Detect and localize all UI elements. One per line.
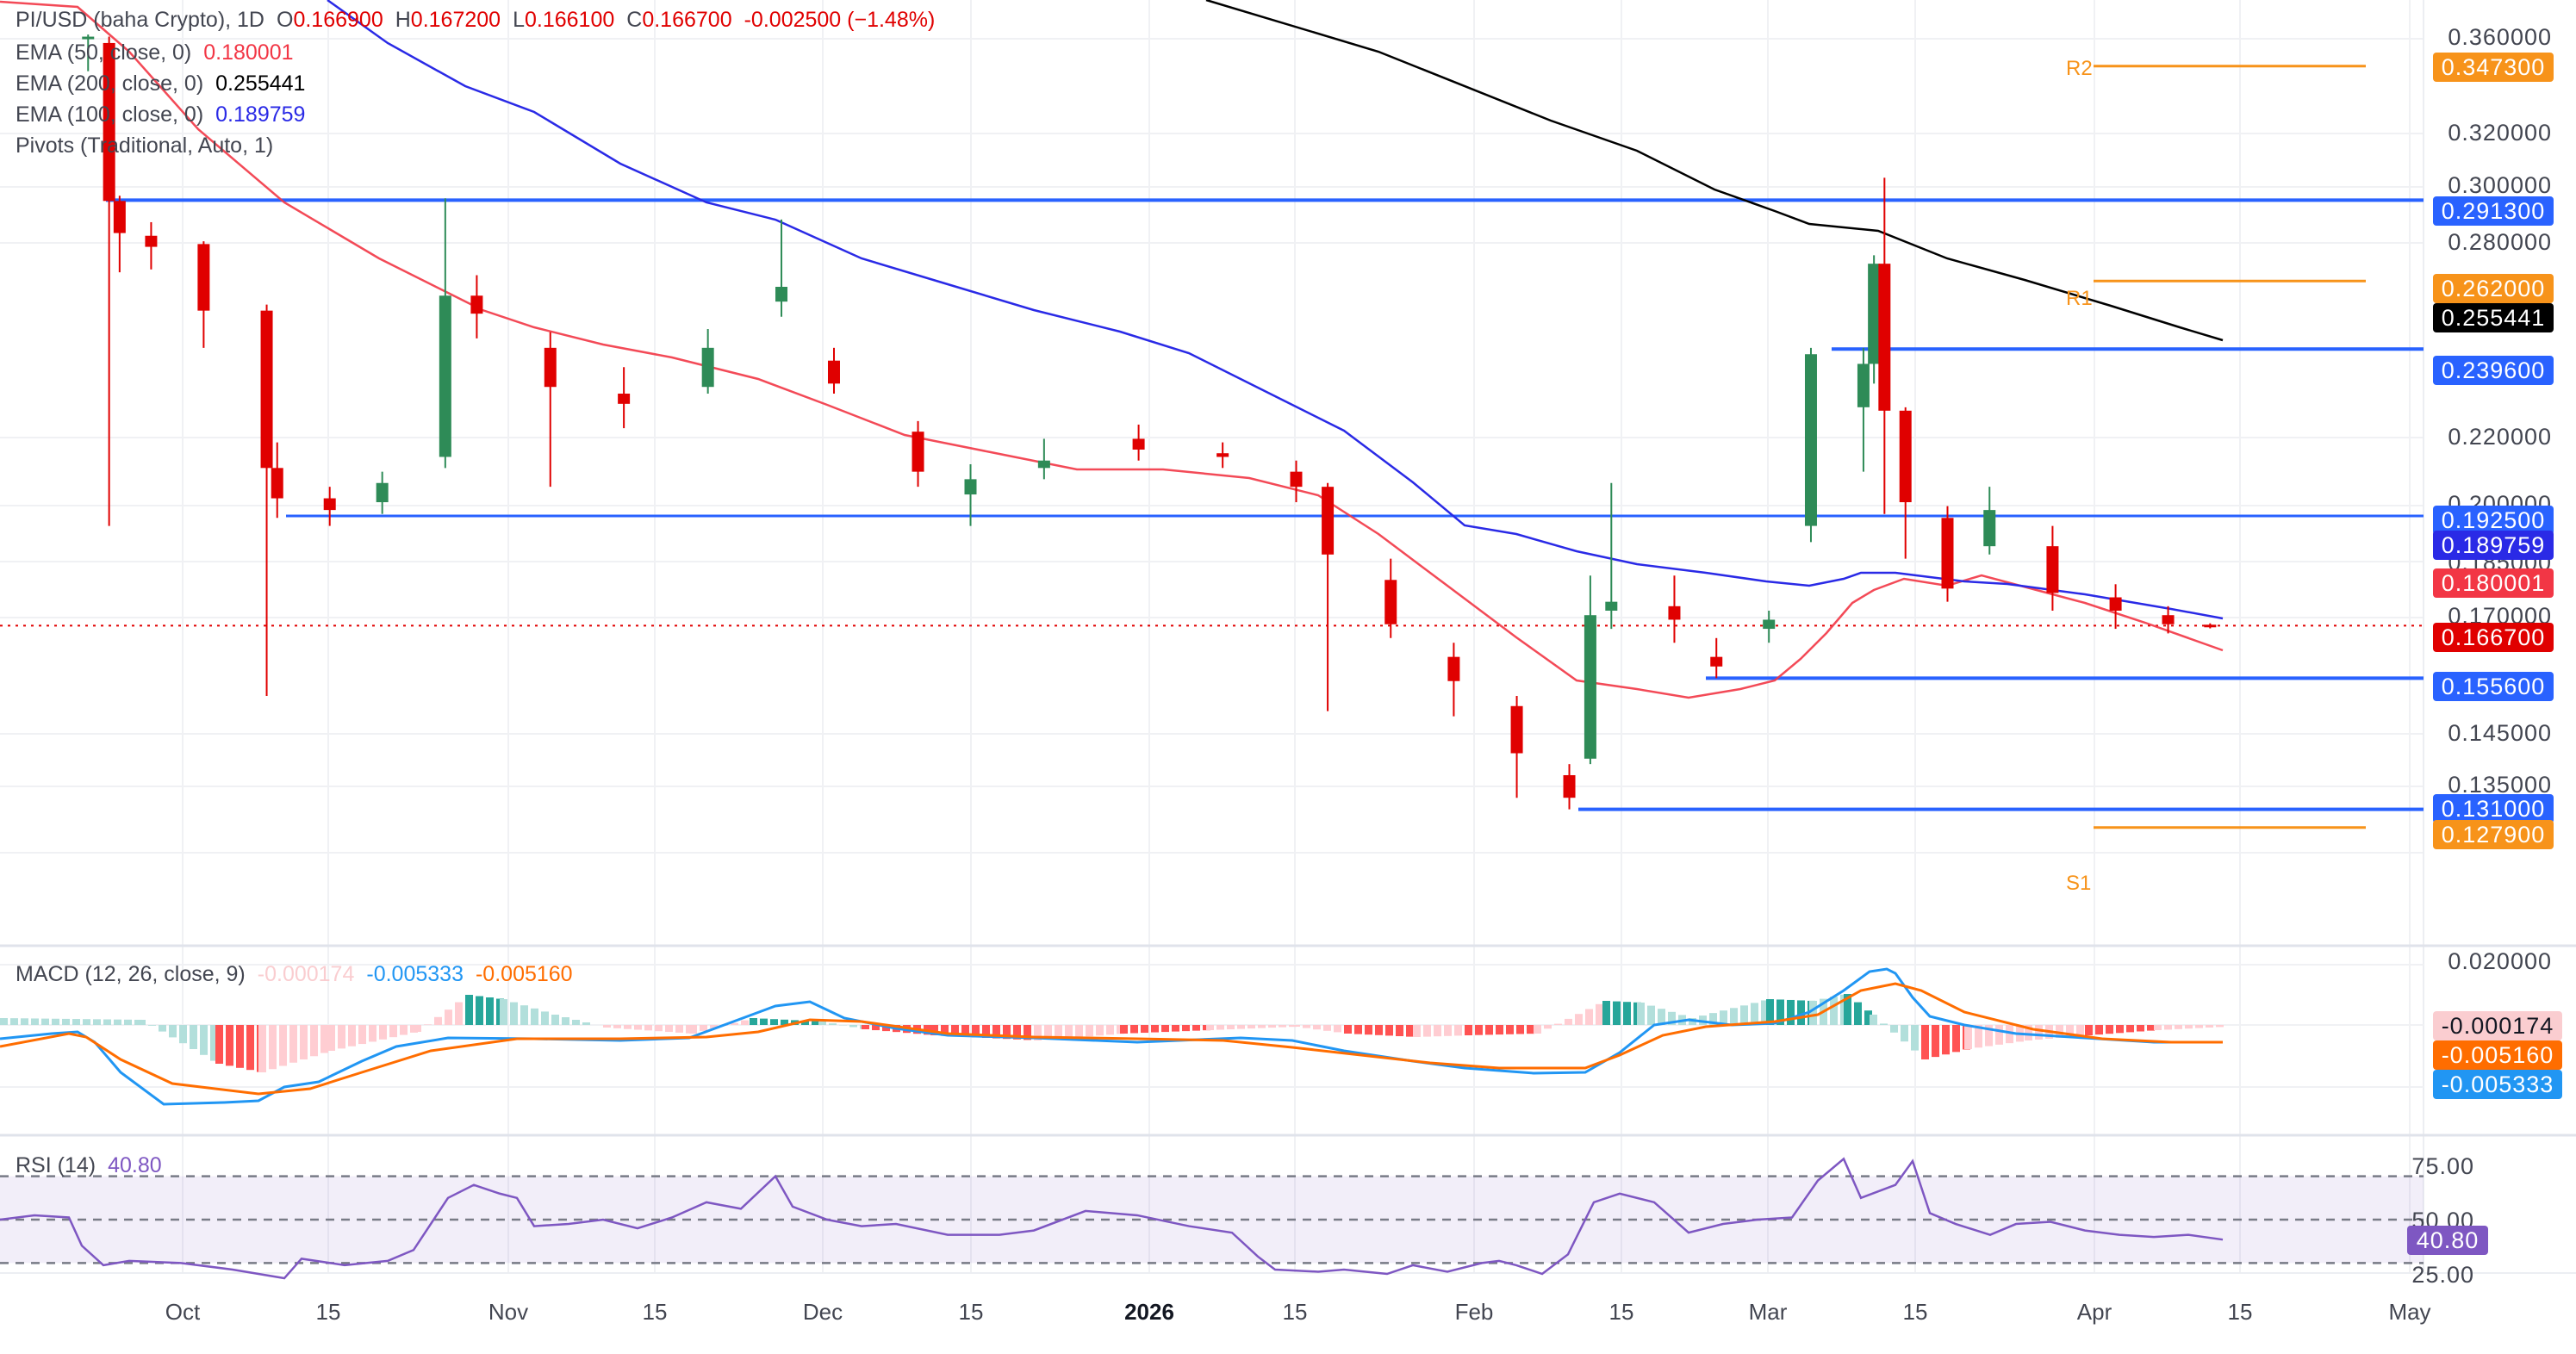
r2-price-tag: 0.347300 <box>2433 53 2554 82</box>
ema50-legend[interactable]: EMA (50, close, 0) 0.180001 <box>16 40 294 65</box>
price-tick: 0.145000 <box>2448 720 2552 746</box>
price-tick: 0.135000 <box>2448 772 2552 798</box>
x-tick: Feb <box>1454 1299 1494 1325</box>
pivot-r1-label: R1 <box>2066 287 2093 310</box>
rsi-value-tag: 40.80 <box>2407 1226 2488 1255</box>
x-tick: 15 <box>1608 1299 1634 1325</box>
x-tick: Nov <box>488 1299 529 1325</box>
pivots-legend[interactable]: Pivots (Traditional, Auto, 1) <box>16 134 274 158</box>
level-price-tag: 0.192500 <box>2433 506 2554 535</box>
ema100-price-tag: 0.189759 <box>2433 531 2554 560</box>
symbol-title[interactable]: PI/USD (baha Crypto), 1D <box>16 8 264 32</box>
level-price-tag: 0.239600 <box>2433 356 2554 385</box>
open-value: 0.166900 <box>293 8 383 32</box>
pivot-s1-label: S1 <box>2066 872 2092 895</box>
x-tick: Apr <box>2076 1299 2112 1325</box>
x-tick: 15 <box>1902 1299 1928 1325</box>
x-tick-year: 2026 <box>1124 1299 1174 1325</box>
level-price-tag: 0.155600 <box>2433 672 2554 701</box>
rsi-pane <box>0 1157 2424 1280</box>
price-overlays <box>0 0 2424 829</box>
rsi-tick: 75.00 <box>2411 1153 2474 1179</box>
close-value: 0.166700 <box>642 8 732 32</box>
x-tick: 15 <box>2227 1299 2253 1325</box>
macd-line-tag: -0.005333 <box>2433 1070 2562 1099</box>
high-value: 0.167200 <box>410 8 501 32</box>
macd-signal-tag: -0.005160 <box>2433 1040 2562 1070</box>
ema200-price-tag: 0.255441 <box>2433 303 2554 332</box>
x-tick: May <box>2388 1299 2431 1325</box>
level-price-tag: 0.131000 <box>2433 794 2554 823</box>
ema100-legend[interactable]: EMA (100, close, 0) 0.189759 <box>16 102 306 127</box>
rsi-tick: 25.00 <box>2411 1262 2474 1288</box>
symbol-legend: PI/USD (baha Crypto), 1D O0.166900 H0.1672… <box>16 8 936 32</box>
s1-price-tag: 0.127900 <box>2433 820 2554 849</box>
rsi-legend[interactable]: RSI (14) 40.80 <box>16 1153 162 1177</box>
price-tick: 0.360000 <box>2448 24 2552 50</box>
macd-hist-tag: -0.000174 <box>2433 1011 2562 1040</box>
ema200-legend[interactable]: EMA (200, close, 0) 0.255441 <box>16 71 306 96</box>
macd-tick: 0.020000 <box>2448 948 2552 974</box>
pivot-r2-label: R2 <box>2066 57 2093 80</box>
price-tick: 0.300000 <box>2448 172 2552 198</box>
x-tick: 15 <box>315 1299 341 1325</box>
x-tick: 15 <box>1282 1299 1308 1325</box>
last-price-tag: 0.166700 <box>2433 623 2554 652</box>
price-tick: 0.280000 <box>2448 229 2552 255</box>
macd-pane <box>0 967 2224 1106</box>
low-value: 0.166100 <box>524 8 615 32</box>
x-tick: Dec <box>802 1299 843 1325</box>
price-tick: 0.320000 <box>2448 120 2552 146</box>
x-tick: 15 <box>642 1299 668 1325</box>
x-tick: Oct <box>165 1299 201 1325</box>
r1-price-tag: 0.262000 <box>2433 274 2554 303</box>
level-price-tag: 0.291300 <box>2433 196 2554 226</box>
x-tick: 15 <box>958 1299 984 1325</box>
macd-legend[interactable]: MACD (12, 26, close, 9) -0.000174 -0.00533… <box>16 962 573 986</box>
price-tick: 0.220000 <box>2448 424 2552 450</box>
ema50-price-tag: 0.180001 <box>2433 568 2554 598</box>
candlesticks <box>82 34 2217 810</box>
change-value: -0.002500 (−1.48%) <box>744 8 936 32</box>
x-tick: Mar <box>1748 1299 1788 1325</box>
